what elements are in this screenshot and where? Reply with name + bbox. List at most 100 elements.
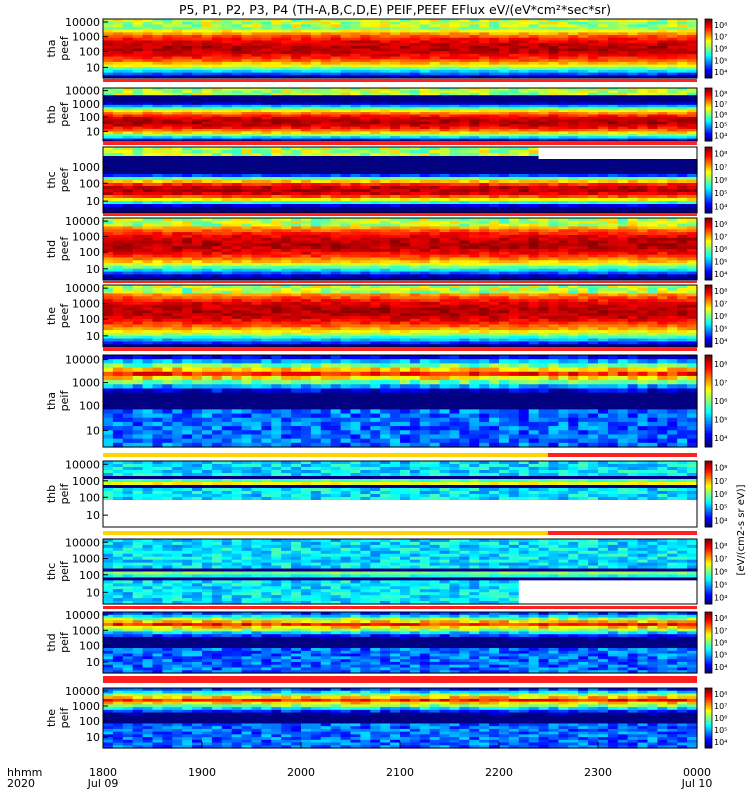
heatmap-cell: [677, 69, 688, 74]
heatmap-cell: [142, 92, 154, 96]
heatmap-cell: [419, 112, 431, 116]
heatmap-cell: [419, 61, 431, 66]
heatmap-cell: [409, 156, 421, 160]
heatmap-cell: [687, 198, 698, 202]
heatmap-cell: [221, 126, 233, 130]
heatmap-cell: [241, 138, 253, 142]
heatmap-cell: [172, 171, 183, 175]
heatmap-cell: [687, 116, 698, 120]
heatmap-cell: [607, 192, 619, 196]
heatmap-cell: [449, 162, 460, 166]
heatmap-cell: [202, 64, 213, 68]
heatmap-cell: [469, 240, 480, 244]
heatmap-cell: [409, 271, 421, 275]
heatmap-cell: [617, 204, 629, 208]
heatmap-cell: [261, 37, 272, 42]
heatmap-cell: [251, 186, 262, 190]
heatmap-cell: [607, 128, 619, 132]
heatmap-cell: [103, 226, 114, 230]
heatmap-cell: [350, 218, 361, 222]
heatmap-cell: [330, 37, 342, 42]
heatmap-cell: [241, 192, 253, 196]
heatmap-cell: [202, 265, 213, 270]
colorbar-step: [705, 106, 712, 109]
heatmap-cell: [479, 51, 490, 55]
heatmap-cell: [469, 59, 480, 63]
heatmap-cell: [172, 254, 183, 259]
heatmap-cell: [350, 207, 361, 211]
heatmap-cell: [627, 72, 639, 76]
heatmap-cell: [479, 100, 490, 104]
heatmap-cell: [142, 51, 154, 55]
heatmap-cell: [320, 162, 332, 166]
heatmap-cell: [449, 29, 460, 34]
heatmap-cell: [409, 229, 421, 233]
heatmap-cell: [261, 204, 272, 208]
heatmap-cell: [400, 189, 411, 193]
heatmap-cell: [340, 177, 352, 181]
heatmap-cell: [271, 263, 282, 267]
heatmap-cell: [489, 153, 500, 157]
heatmap-cell: [350, 251, 361, 256]
heatmap-cell: [152, 177, 163, 181]
heatmap-cell: [132, 186, 144, 190]
heatmap-cell: [112, 277, 124, 281]
heatmap-cell: [103, 100, 114, 104]
heatmap-cell: [251, 147, 262, 151]
heatmap-cell: [142, 210, 154, 214]
heatmap-cell: [419, 131, 431, 135]
heatmap-cell: [558, 104, 569, 108]
heatmap-cell: [687, 186, 698, 190]
heatmap-cell: [370, 67, 381, 71]
heatmap-cell: [578, 116, 589, 120]
heatmap-cell: [162, 171, 173, 175]
heatmap-cell: [221, 51, 233, 55]
heatmap-cell: [142, 138, 154, 142]
heatmap-cell: [479, 177, 490, 181]
heatmap-cell: [409, 186, 421, 190]
heatmap-cell: [360, 271, 371, 275]
heatmap-cell: [261, 274, 272, 278]
heatmap-cell: [380, 133, 391, 137]
heatmap-cell: [103, 61, 114, 66]
heatmap-cell: [231, 64, 243, 68]
heatmap-cell: [281, 116, 292, 120]
heatmap-cell: [439, 43, 451, 47]
heatmap-cell: [469, 53, 480, 58]
heatmap-cell: [172, 177, 183, 181]
heatmap-cell: [301, 48, 312, 52]
heatmap-cell: [390, 177, 401, 181]
heatmap-cell: [172, 237, 183, 242]
heatmap-cell: [103, 180, 114, 184]
heatmap-cell: [112, 234, 124, 239]
heatmap-cell: [617, 121, 629, 125]
heatmap-cell: [221, 53, 233, 58]
heatmap-cell: [647, 56, 658, 60]
heatmap-cell: [390, 192, 401, 196]
heatmap-cell: [211, 223, 223, 228]
heatmap-cell: [360, 104, 371, 108]
heatmap-cell: [350, 186, 361, 190]
heatmap-cell: [380, 114, 391, 118]
heatmap-cell: [103, 218, 114, 222]
heatmap-cell: [261, 88, 272, 92]
heatmap-cell: [390, 67, 401, 71]
heatmap-cell: [261, 183, 272, 187]
heatmap-cell: [508, 159, 520, 163]
heatmap-cell: [360, 24, 371, 28]
heatmap-cell: [320, 88, 332, 92]
heatmap-cell: [103, 64, 114, 68]
heatmap-cell: [419, 40, 431, 44]
heatmap-cell: [221, 59, 233, 63]
heatmap-cell: [409, 198, 421, 202]
heatmap-cell: [330, 274, 342, 278]
heatmap-cell: [637, 45, 649, 50]
heatmap-cell: [647, 109, 658, 113]
heatmap-cell: [390, 153, 401, 157]
heatmap-cell: [251, 220, 262, 225]
heatmap-cell: [617, 119, 629, 123]
heatmap-cell: [607, 177, 619, 181]
heatmap-cell: [281, 257, 292, 261]
heatmap-cell: [192, 114, 203, 118]
heatmap-cell: [192, 24, 203, 28]
